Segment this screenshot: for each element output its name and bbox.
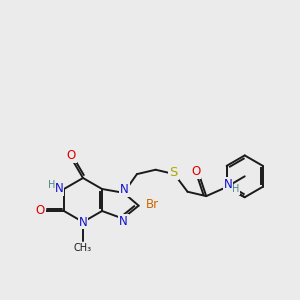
Text: H: H — [48, 180, 56, 190]
Text: N: N — [120, 183, 129, 196]
Text: O: O — [36, 205, 45, 218]
Text: N: N — [55, 182, 63, 196]
Text: N: N — [224, 178, 232, 191]
Text: O: O — [191, 165, 200, 178]
Text: N: N — [119, 215, 128, 228]
Text: CH₃: CH₃ — [74, 243, 92, 253]
Text: H: H — [232, 184, 240, 194]
Text: Br: Br — [146, 198, 159, 211]
Text: S: S — [169, 166, 178, 178]
Text: N: N — [79, 215, 87, 229]
Text: O: O — [66, 149, 76, 162]
